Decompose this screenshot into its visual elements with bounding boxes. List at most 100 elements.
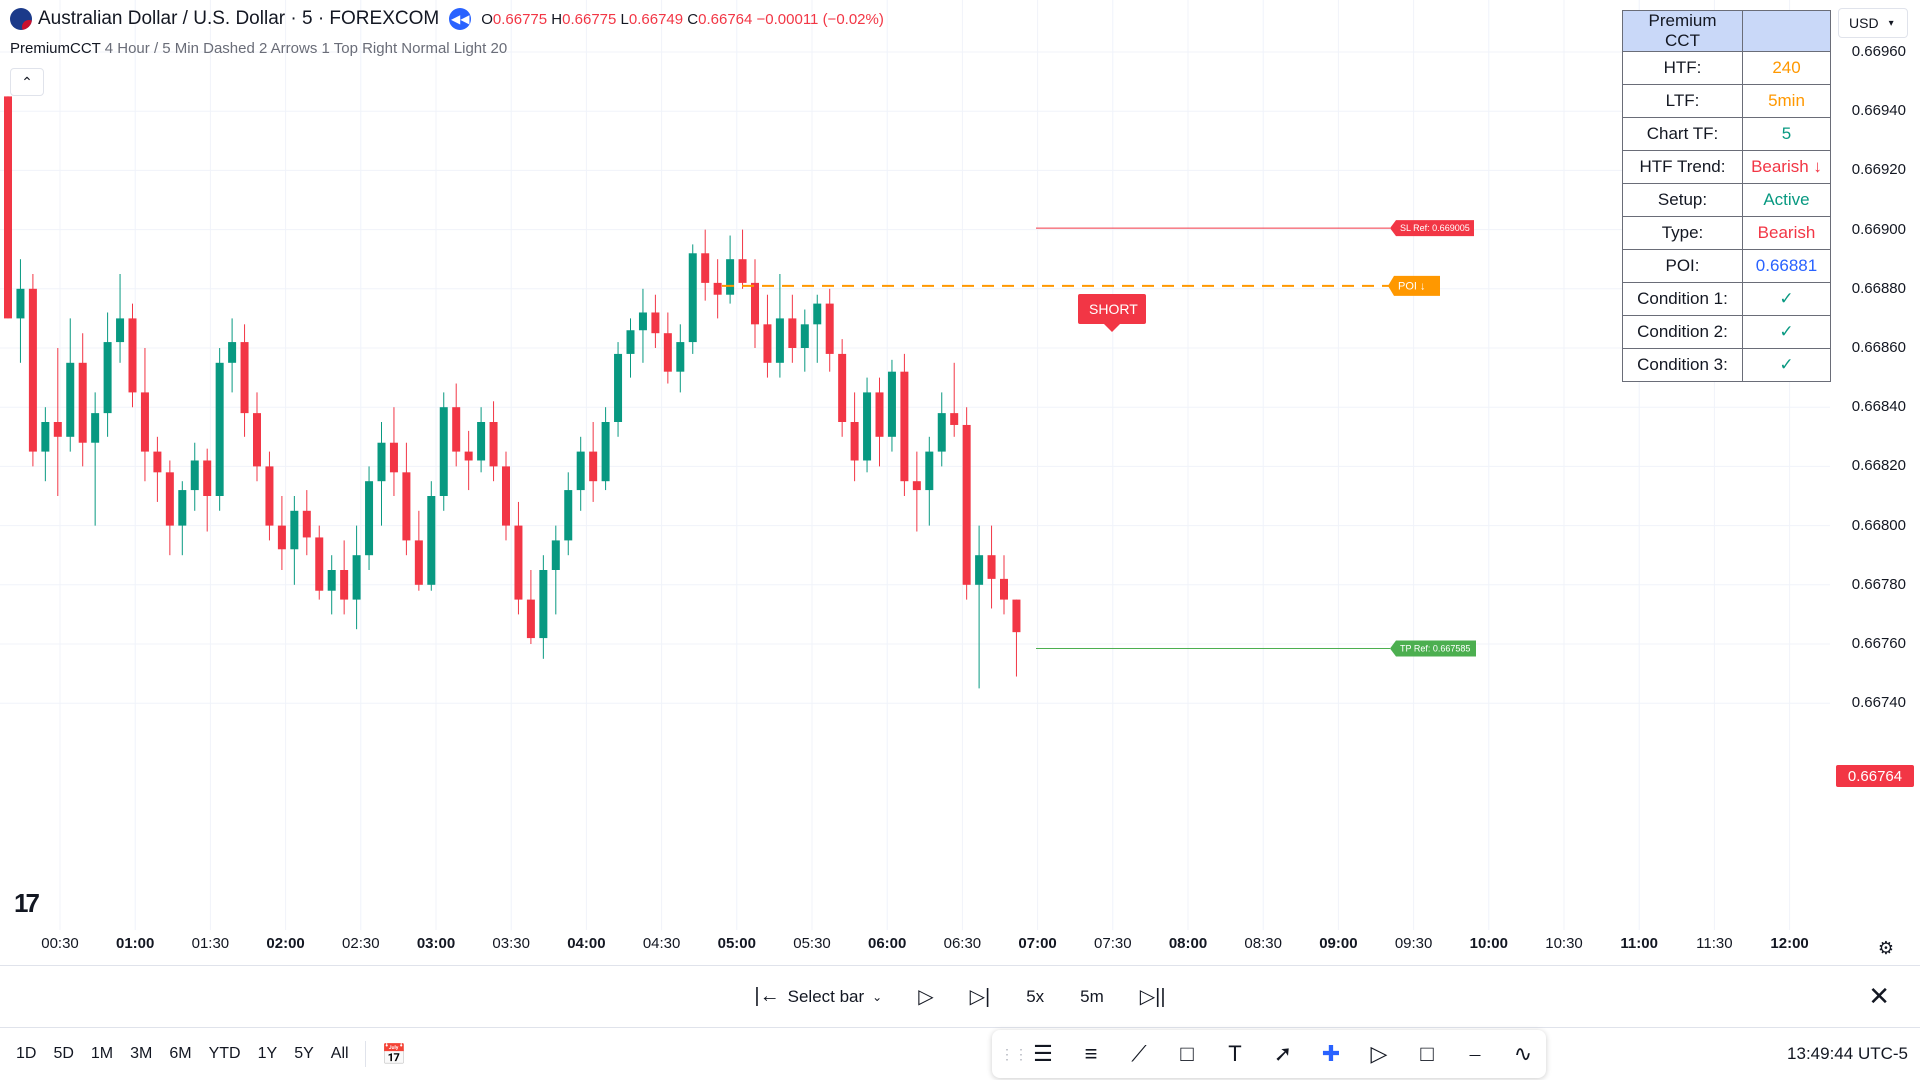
candle-down [950, 413, 959, 425]
cct-row-value: 240 [1742, 51, 1831, 85]
range-button-5d[interactable]: 5D [53, 1045, 74, 1062]
candle-up [290, 510, 299, 550]
tradingview-logo[interactable]: 17 [14, 888, 40, 918]
pattern-tool-icon[interactable]: ∿ [1513, 1041, 1533, 1066]
candle-down [277, 525, 286, 550]
clock-timezone[interactable]: 13:49:44 UTC-5 [1787, 1044, 1908, 1063]
short-signal-text: SHORT [1089, 301, 1138, 317]
candle-up [228, 342, 237, 363]
time-axis-label: 00:30 [41, 935, 79, 952]
time-axis-label: 07:30 [1094, 935, 1132, 952]
cct-row-value: Bearish [1742, 216, 1831, 250]
candle-down [240, 342, 249, 414]
replay-rewind-icon[interactable]: ◀◀ [449, 8, 472, 30]
cct-row-value: ✓ [1742, 348, 1831, 382]
channel-tool-icon[interactable]: ☰ [1033, 1041, 1053, 1066]
close-replay-icon[interactable]: ✕ [1868, 981, 1890, 1011]
poi-tag: POI ↓ [1388, 275, 1440, 296]
range-button-ytd[interactable]: YTD [208, 1045, 241, 1062]
range-button-3m[interactable]: 3M [130, 1045, 153, 1062]
trend-line-icon[interactable]: ⟋ [1131, 1041, 1147, 1066]
symbol-title[interactable]: Australian Dollar / U.S. Dollar · 5 · FO… [38, 8, 440, 29]
currency-selector[interactable]: USD ▾ [1838, 8, 1908, 38]
indicator-name[interactable]: PremiumCCT [10, 40, 101, 57]
range-button-1m[interactable]: 1M [90, 1045, 114, 1062]
range-button-all[interactable]: All [330, 1045, 349, 1062]
candle-down [489, 422, 498, 467]
collapse-legend-button[interactable]: ⌃ [10, 68, 44, 96]
time-axis-label: 02:00 [266, 935, 305, 952]
range-button-1y[interactable]: 1Y [257, 1045, 278, 1062]
cct-row: POI: 0.66881 [1622, 249, 1831, 283]
candle-up [676, 342, 685, 372]
step-forward-button[interactable]: ▷| [970, 984, 991, 1009]
price-axis-label: 0.66760 [1851, 635, 1906, 652]
aud-usd-flag-icon [10, 8, 32, 30]
cct-row-key: POI: [1622, 249, 1743, 283]
candle-up [775, 318, 784, 363]
measure-tool-icon[interactable]: ⎯ [1469, 1041, 1481, 1066]
range-button-6m[interactable]: 6M [169, 1045, 192, 1062]
time-axis-label: 09:30 [1394, 935, 1433, 952]
replay-tool-icon[interactable]: ▷ [1370, 1041, 1388, 1066]
time-axis-label: 04:00 [567, 935, 606, 952]
fib-tool-icon[interactable]: ≡ [1084, 1041, 1098, 1066]
calendar-goto-icon[interactable]: 📅 [381, 1043, 407, 1066]
candle-up [925, 451, 934, 491]
price-chart[interactable]: SL Ref: 0.669005 POI ↓ TP Ref: 0.667585 SHO… [0, 0, 1920, 965]
price-axis-label: 0.66800 [1851, 516, 1906, 534]
price-axis-label: 0.66740 [1851, 694, 1906, 712]
crosshair-tool-icon[interactable]: ✚ [1321, 1041, 1341, 1066]
cct-row-value: Bearish ↓ [1742, 150, 1831, 184]
candle-up [91, 413, 100, 443]
cct-row-value: ✓ [1742, 282, 1831, 316]
candle-down [850, 422, 859, 461]
candle-up [863, 392, 872, 461]
brush-tool-icon[interactable]: ➚ [1273, 1041, 1293, 1066]
candle-down [165, 472, 174, 526]
candle-down [464, 451, 473, 461]
select-bar-button[interactable]: |← Select bar ⌄ [754, 985, 882, 1008]
candle-down [452, 407, 461, 452]
cct-row-key: Condition 3: [1622, 348, 1743, 382]
price-axis-label: 0.66940 [1851, 102, 1906, 120]
price-axis-label: 0.66900 [1851, 220, 1906, 238]
candle-down [701, 253, 710, 283]
candle-up [365, 481, 374, 556]
time-axis[interactable]: 00:30 01:00 01:30 02:00 02:30 03:00 03:30 04:00… [0, 935, 1920, 961]
cct-row: Type: Bearish [1622, 216, 1831, 250]
candle-up [116, 318, 125, 343]
range-button-1d[interactable]: 1D [16, 1045, 37, 1062]
cct-row-value: Active [1742, 183, 1831, 217]
cct-row-value: 5min [1742, 84, 1831, 118]
sl-ref-tag: SL Ref: 0.669005 [1390, 220, 1474, 237]
drag-grip-icon[interactable]: ⋮⋮ [1000, 1045, 1028, 1062]
cct-row-key: LTF: [1622, 84, 1743, 118]
rectangle-tool-icon[interactable]: □ [1180, 1041, 1194, 1066]
time-axis-label: 06:00 [868, 935, 907, 952]
interval-button[interactable]: 5m [1080, 987, 1104, 1007]
candle-up [41, 422, 50, 452]
candle-down [825, 303, 834, 354]
time-axis-label: 12:00 [1770, 935, 1809, 952]
cct-row: LTF: 5min [1622, 84, 1831, 118]
indicator-legend[interactable]: PremiumCCT 4 Hour / 5 Min Dashed 2 Arrow… [10, 40, 507, 57]
step-forward-icon: ▷| [969, 986, 991, 1008]
cct-row-key: Condition 1: [1622, 282, 1743, 316]
candle-up [178, 490, 187, 526]
jump-to-realtime-button[interactable]: ▷|| [1140, 984, 1166, 1009]
chart-settings-gear-icon[interactable]: ⚙ [1877, 938, 1894, 958]
candle-up [377, 442, 386, 482]
play-button[interactable]: ▷ [918, 984, 933, 1009]
text-tool-icon[interactable]: T [1228, 1041, 1242, 1066]
candle-down [900, 371, 909, 482]
speed-button[interactable]: 5x [1026, 987, 1044, 1007]
chart-area[interactable]: SL Ref: 0.669005 POI ↓ TP Ref: 0.667585 SHO… [0, 0, 1920, 965]
range-button-5y[interactable]: 5Y [294, 1045, 314, 1062]
cct-row-key: Condition 2: [1622, 315, 1743, 349]
comment-tool-icon[interactable]: □ [1420, 1041, 1434, 1066]
candle-down [389, 442, 398, 473]
candle-down [265, 466, 274, 526]
candle-up [103, 342, 112, 414]
candle-down [526, 599, 535, 639]
